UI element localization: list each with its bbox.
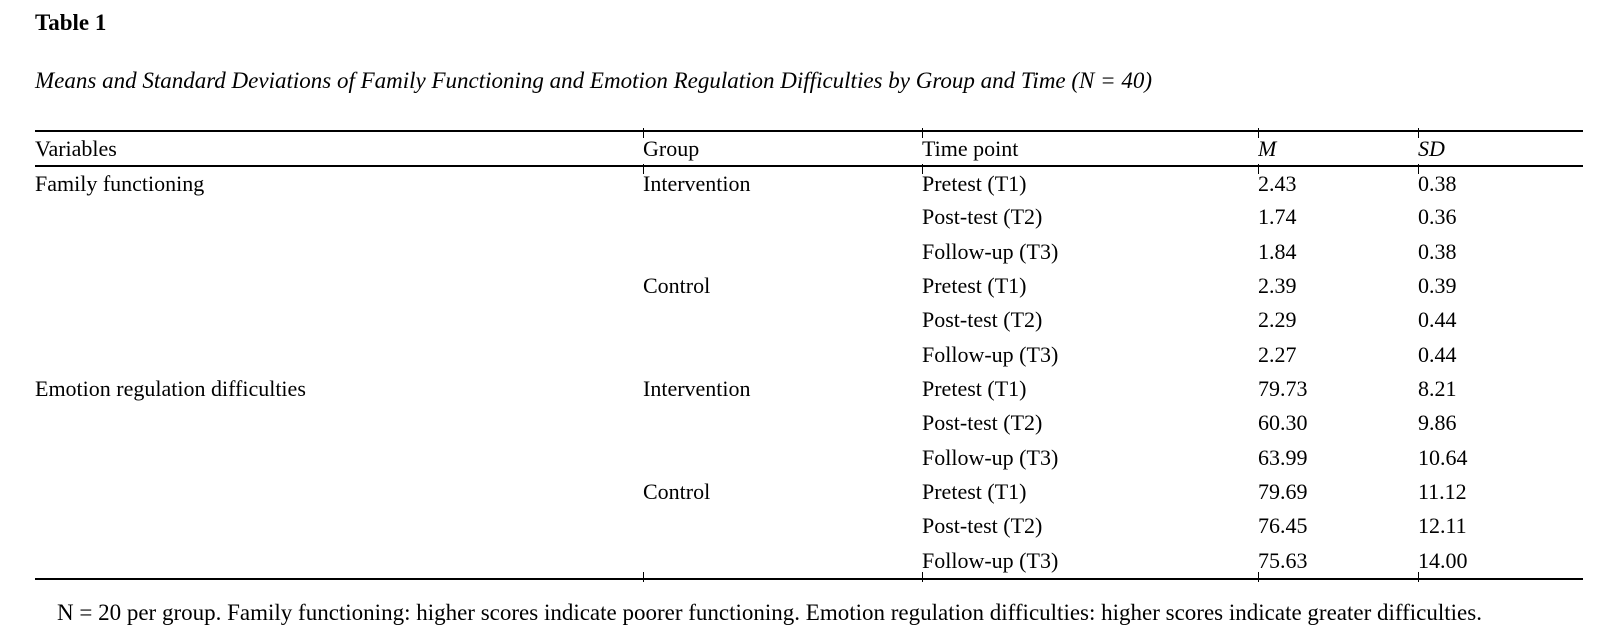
table-row: Follow-up (T3) 1.84 0.38: [35, 235, 1583, 269]
cell-group: [643, 406, 922, 440]
cell-time: Pretest (T1): [922, 273, 1027, 299]
cell-mean: 2.39: [1258, 273, 1297, 299]
cell-variable: [35, 509, 643, 543]
cell-sd: 11.12: [1418, 479, 1467, 505]
cell-sd: 8.21: [1418, 376, 1457, 402]
column-header-time-point: Time point: [922, 132, 1258, 167]
cell-group: Control: [643, 273, 711, 299]
table-row: Family functioning Intervention Pretest …: [35, 166, 1583, 200]
cell-sd: 0.44: [1418, 341, 1457, 367]
table-caption: Means and Standard Deviations of Family …: [35, 68, 1153, 93]
cell-time: Post-test (T2): [922, 410, 1043, 436]
column-border-tick: [1258, 128, 1259, 138]
table-row: Follow-up (T3) 63.99 10.64: [35, 441, 1583, 475]
cell-sd: 0.44: [1418, 307, 1457, 333]
cell-sd: 12.11: [1418, 513, 1467, 539]
table-label: Table 1: [35, 10, 107, 35]
column-border-tick: [922, 128, 923, 138]
cell-mean: 1.74: [1258, 204, 1297, 230]
cell-mean: 1.84: [1258, 238, 1297, 264]
cell-time: Post-test (T2): [922, 513, 1043, 539]
cell-time: Post-test (T2): [922, 307, 1043, 333]
cell-variable: [35, 269, 643, 303]
cell-group: [643, 441, 922, 475]
table-row: Post-test (T2) 60.30 9.86: [35, 406, 1583, 440]
column-border-tick: [1418, 128, 1419, 138]
table-note-text: N = 20 per group. Family functioning: hi…: [57, 600, 1482, 625]
cell-time: Pretest (T1): [922, 170, 1027, 196]
means-sd-table: Variables Group Time point M SD Family f…: [35, 132, 1583, 578]
column-header-variables: Variables: [35, 132, 643, 167]
column-header-mean: M: [1258, 132, 1418, 167]
table-row: Control Pretest (T1) 79.69 11.12: [35, 475, 1583, 509]
cell-mean: 2.43: [1258, 170, 1297, 196]
column-border-tick: [643, 164, 644, 174]
header-row: Variables Group Time point M SD: [35, 132, 1583, 167]
cell-time: Post-test (T2): [922, 204, 1043, 230]
cell-sd: 0.36: [1418, 204, 1457, 230]
cell-sd: 0.39: [1418, 273, 1457, 299]
column-border-tick: [1418, 571, 1419, 582]
cell-variable: [35, 406, 643, 440]
cell-time: Follow-up (T3): [922, 547, 1059, 573]
cell-group: [643, 338, 922, 372]
cell-variable: [35, 475, 643, 509]
cell-variable: [35, 338, 643, 372]
cell-mean: 2.29: [1258, 307, 1297, 333]
cell-group: [643, 509, 922, 543]
table-row: Post-test (T2) 76.45 12.11: [35, 509, 1583, 543]
cell-mean: 60.30: [1258, 410, 1308, 436]
table-note: N = 20 per group. Family functioning: hi…: [35, 600, 1595, 626]
cell-variable: [35, 200, 643, 234]
cell-sd: 10.64: [1418, 444, 1468, 470]
cell-group: Control: [643, 479, 711, 505]
table-row: Post-test (T2) 1.74 0.36: [35, 200, 1583, 234]
column-border-tick: [922, 164, 923, 174]
column-border-tick: [1258, 164, 1259, 174]
table-row: Emotion regulation difficulties Interven…: [35, 372, 1583, 406]
cell-sd: 0.38: [1418, 238, 1457, 264]
cell-mean: 75.63: [1258, 547, 1308, 573]
cell-group: [643, 200, 922, 234]
cell-time: Follow-up (T3): [922, 444, 1059, 470]
cell-group: Intervention: [643, 170, 751, 196]
column-header-group: Group: [643, 132, 922, 167]
cell-variable: [35, 544, 643, 578]
cell-sd: 0.38: [1418, 170, 1457, 196]
cell-variable: [35, 303, 643, 337]
cell-group: Intervention: [643, 376, 751, 402]
column-border-tick: [643, 128, 644, 138]
cell-mean: 63.99: [1258, 444, 1308, 470]
column-border-tick: [1418, 164, 1419, 174]
apa-table: Variables Group Time point M SD Family f…: [35, 128, 1583, 582]
table-row: Post-test (T2) 2.29 0.44: [35, 303, 1583, 337]
cell-mean: 79.69: [1258, 479, 1308, 505]
cell-mean: 76.45: [1258, 513, 1308, 539]
cell-mean: 2.27: [1258, 341, 1297, 367]
cell-group: [643, 544, 922, 578]
cell-time: Follow-up (T3): [922, 341, 1059, 367]
column-border-tick: [643, 571, 644, 582]
cell-group: [643, 235, 922, 269]
cell-mean: 79.73: [1258, 376, 1308, 402]
cell-sd: 9.86: [1418, 410, 1457, 436]
column-header-sd: SD: [1418, 132, 1583, 167]
cell-time: Pretest (T1): [922, 376, 1027, 402]
cell-variable: Family functioning: [35, 170, 205, 196]
column-border-tick: [1258, 571, 1259, 582]
column-border-tick: [922, 571, 923, 582]
cell-variable: Emotion regulation difficulties: [35, 376, 306, 402]
cell-variable: [35, 441, 643, 475]
cell-time: Follow-up (T3): [922, 238, 1059, 264]
table-row: Follow-up (T3) 2.27 0.44: [35, 338, 1583, 372]
cell-variable: [35, 235, 643, 269]
table-row: Control Pretest (T1) 2.39 0.39: [35, 269, 1583, 303]
table-row: Follow-up (T3) 75.63 14.00: [35, 544, 1583, 578]
cell-group: [643, 303, 922, 337]
cell-sd: 14.00: [1418, 547, 1468, 573]
cell-time: Pretest (T1): [922, 479, 1027, 505]
